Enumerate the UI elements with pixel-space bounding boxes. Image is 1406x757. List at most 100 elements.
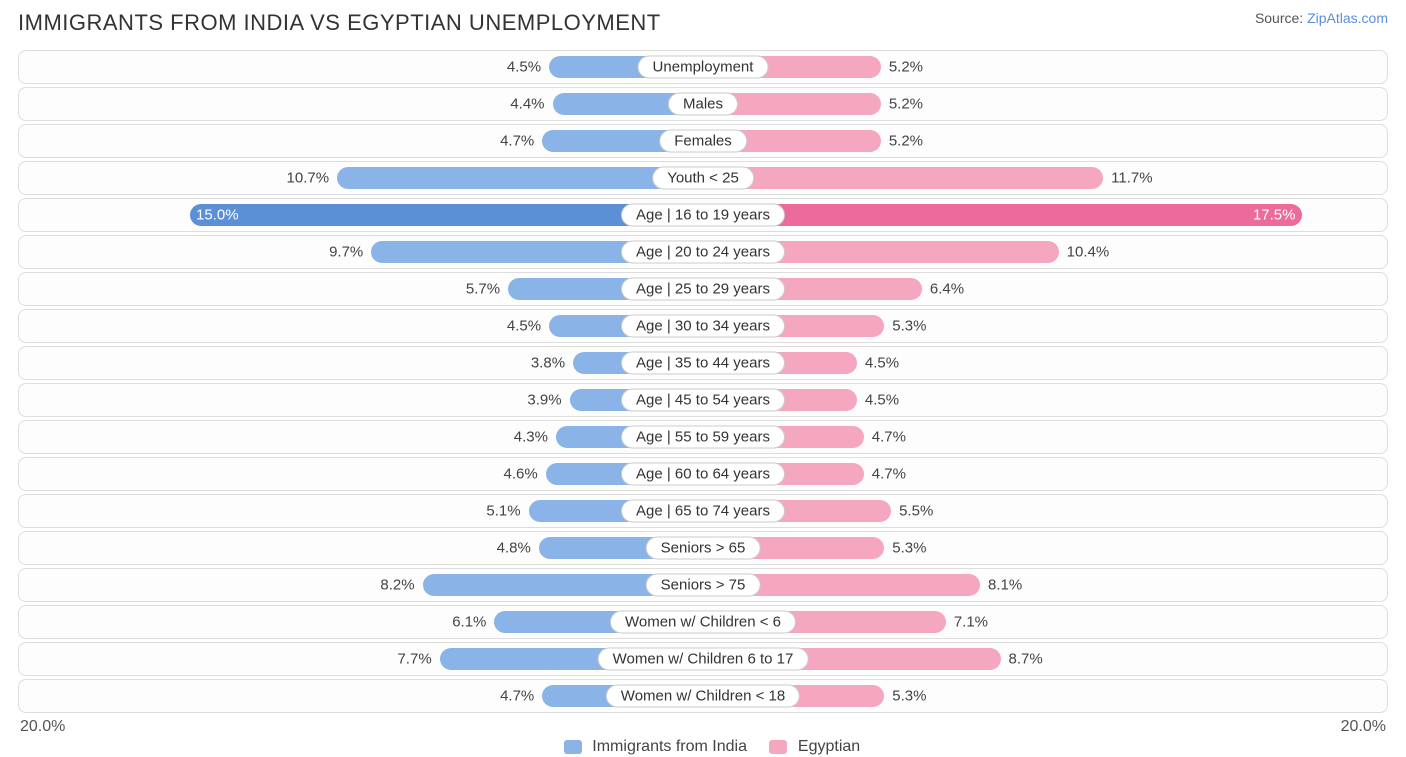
chart-row: 4.6% 4.7% Age | 60 to 64 years — [18, 457, 1388, 491]
value-right: 5.3% — [884, 318, 926, 335]
value-right: 4.7% — [864, 429, 906, 446]
row-left-half: 4.6% — [19, 458, 703, 490]
row-right-half: 4.5% — [703, 347, 1387, 379]
row-left-half: 5.1% — [19, 495, 703, 527]
row-right-half: 5.2% — [703, 88, 1387, 120]
row-category-label: Age | 65 to 74 years — [621, 500, 785, 523]
row-left-half: 4.7% — [19, 680, 703, 712]
chart-container: IMMIGRANTS FROM INDIA VS EGYPTIAN UNEMPL… — [0, 0, 1406, 757]
row-right-half: 5.3% — [703, 310, 1387, 342]
value-left: 4.7% — [500, 133, 542, 150]
butterfly-chart: 4.5%5.2%Unemployment4.4%5.2%Males4.7%5.2… — [18, 50, 1388, 713]
row-right-half: 11.7% — [703, 162, 1387, 194]
row-right-half: 4.7% — [703, 458, 1387, 490]
value-right: 10.4% — [1059, 244, 1110, 261]
chart-row: 4.8% 5.3% Seniors > 65 — [18, 531, 1388, 565]
chart-row: 5.7% 6.4% Age | 25 to 29 years — [18, 272, 1388, 306]
row-left-half: 8.2% — [19, 569, 703, 601]
row-right-half: 5.5% — [703, 495, 1387, 527]
chart-row: 15.0% 17.5%Age | 16 to 19 years — [18, 198, 1388, 232]
chart-row: 4.5%5.2%Unemployment — [18, 50, 1388, 84]
value-left: 5.7% — [466, 281, 508, 298]
chart-title: IMMIGRANTS FROM INDIA VS EGYPTIAN UNEMPL… — [18, 10, 661, 36]
row-right-half: 4.7% — [703, 421, 1387, 453]
value-left: 5.1% — [486, 503, 528, 520]
row-right-half: 6.4% — [703, 273, 1387, 305]
source: Source: ZipAtlas.com — [1255, 10, 1388, 26]
row-left-half: 6.1% — [19, 606, 703, 638]
row-category-label: Age | 30 to 34 years — [621, 315, 785, 338]
value-left: 4.3% — [514, 429, 556, 446]
value-left: 3.9% — [527, 392, 569, 409]
row-category-label: Seniors > 75 — [646, 574, 761, 597]
row-left-half: 4.8% — [19, 532, 703, 564]
bar-right: 11.7% — [703, 167, 1103, 189]
value-left: 6.1% — [452, 614, 494, 631]
value-left: 7.7% — [397, 651, 439, 668]
chart-row: 10.7%11.7%Youth < 25 — [18, 161, 1388, 195]
legend-swatch-left — [564, 740, 582, 754]
row-category-label: Age | 25 to 29 years — [621, 278, 785, 301]
row-category-label: Youth < 25 — [652, 167, 754, 190]
value-left: 4.5% — [507, 59, 549, 76]
row-category-label: Seniors > 65 — [646, 537, 761, 560]
chart-row: 4.7% 5.2% Females — [18, 124, 1388, 158]
axis-right-max: 20.0% — [1341, 718, 1386, 736]
row-right-half: 17.5% — [703, 199, 1387, 231]
row-left-half: 4.7% — [19, 125, 703, 157]
legend-swatch-right — [769, 740, 787, 754]
chart-row: 9.7%10.4%Age | 20 to 24 years — [18, 235, 1388, 269]
value-left: 4.6% — [503, 466, 545, 483]
chart-row: 3.9%4.5%Age | 45 to 54 years — [18, 383, 1388, 417]
value-right: 5.2% — [881, 133, 923, 150]
value-right: 11.7% — [1103, 170, 1152, 187]
value-left: 15.0% — [196, 207, 239, 224]
value-left: 4.8% — [497, 540, 539, 557]
row-category-label: Age | 16 to 19 years — [621, 204, 785, 227]
value-left: 3.8% — [531, 355, 573, 372]
row-left-half: 4.5% — [19, 310, 703, 342]
chart-row: 3.8%4.5%Age | 35 to 44 years — [18, 346, 1388, 380]
value-right: 5.2% — [881, 59, 923, 76]
row-right-half: 5.2% — [703, 125, 1387, 157]
row-left-half: 4.5% — [19, 51, 703, 83]
row-left-half: 5.7% — [19, 273, 703, 305]
legend-label-left: Immigrants from India — [592, 738, 747, 755]
value-right: 4.7% — [864, 466, 906, 483]
row-left-half: 4.4% — [19, 88, 703, 120]
chart-row: 4.7% 5.3% Women w/ Children < 18 — [18, 679, 1388, 713]
row-category-label: Women w/ Children < 18 — [606, 685, 800, 708]
row-right-half: 8.1% — [703, 569, 1387, 601]
value-right: 5.2% — [881, 96, 923, 113]
value-right: 5.3% — [884, 540, 926, 557]
row-category-label: Males — [668, 93, 738, 116]
value-right: 6.4% — [922, 281, 964, 298]
bar-left: 10.7% — [337, 167, 703, 189]
value-right: 5.5% — [891, 503, 933, 520]
value-right: 4.5% — [857, 355, 899, 372]
legend: Immigrants from India Egyptian — [18, 738, 1388, 756]
chart-row: 4.4% 5.2% Males — [18, 87, 1388, 121]
source-label: Source: — [1255, 10, 1303, 26]
row-left-half: 3.9% — [19, 384, 703, 416]
value-left: 9.7% — [329, 244, 371, 261]
legend-label-right: Egyptian — [798, 738, 860, 755]
row-category-label: Women w/ Children 6 to 17 — [598, 648, 809, 671]
source-value: ZipAtlas.com — [1307, 10, 1388, 26]
value-right: 8.1% — [980, 577, 1022, 594]
x-axis: 20.0% 20.0% — [18, 716, 1388, 736]
chart-row: 4.5% 5.3% Age | 30 to 34 years — [18, 309, 1388, 343]
row-right-half: 7.1% — [703, 606, 1387, 638]
chart-row: 7.7% 8.7% Women w/ Children 6 to 17 — [18, 642, 1388, 676]
value-left: 4.5% — [507, 318, 549, 335]
row-category-label: Age | 55 to 59 years — [621, 426, 785, 449]
row-left-half: 15.0% — [19, 199, 703, 231]
value-left: 4.4% — [510, 96, 552, 113]
row-category-label: Age | 60 to 64 years — [621, 463, 785, 486]
header: IMMIGRANTS FROM INDIA VS EGYPTIAN UNEMPL… — [18, 10, 1388, 36]
value-right: 8.7% — [1001, 651, 1043, 668]
chart-row: 5.1% 5.5% Age | 65 to 74 years — [18, 494, 1388, 528]
value-right: 5.3% — [884, 688, 926, 705]
value-right: 4.5% — [857, 392, 899, 409]
row-category-label: Females — [659, 130, 747, 153]
